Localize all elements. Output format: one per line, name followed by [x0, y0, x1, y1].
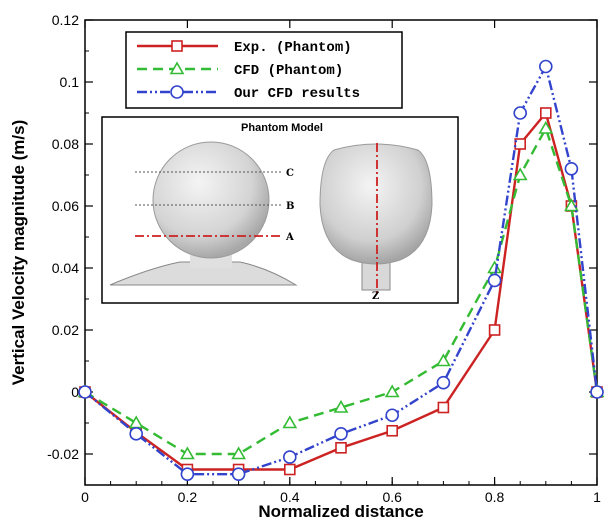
y-tick-label: -0.02: [47, 446, 79, 462]
legend-marker-cfd-phantom: [169, 61, 185, 75]
x-tick-label: 0.8: [485, 489, 505, 505]
point-our-cfd: [590, 385, 604, 399]
point-exp-phantom: [437, 401, 450, 414]
y-tick-label: 0.1: [60, 74, 80, 90]
point-our-cfd: [538, 59, 553, 74]
legend-marker-exp-phantom: [171, 40, 183, 52]
y-tick-label: 0.04: [52, 260, 79, 276]
y-tick-label: 0.02: [52, 322, 79, 338]
point-our-cfd: [231, 467, 246, 481]
point-cfd-phantom: [231, 446, 246, 460]
point-our-cfd: [436, 375, 451, 390]
point-our-cfd: [129, 427, 143, 441]
point-our-cfd: [564, 162, 579, 176]
point-our-cfd: [513, 106, 528, 120]
x-axis-title: Normalized distance: [258, 502, 423, 521]
point-cfd-phantom: [538, 120, 554, 134]
legend-label-our-cfd: Our CFD results: [234, 86, 360, 102]
point-our-cfd: [78, 385, 92, 399]
legend-label-exp-phantom: Exp. (Phantom): [234, 40, 352, 56]
inset-label-b: B: [286, 201, 294, 212]
point-cfd-phantom: [384, 384, 400, 398]
inset-label-z: Z: [372, 291, 379, 302]
point-cfd-phantom: [333, 399, 349, 413]
x-tick-label: 0.2: [178, 489, 198, 505]
point-exp-phantom: [539, 107, 552, 119]
x-tick-label: 0.6: [382, 489, 402, 505]
x-tick-label: 1: [593, 489, 601, 505]
legend-label-cfd-phantom: CFD (Phantom): [234, 63, 343, 79]
x-tick-label: 0: [81, 489, 89, 505]
point-exp-phantom: [386, 424, 399, 437]
phantom-model-inset: Phantom Model C B A Z: [101, 116, 459, 304]
y-tick-label: 0.12: [52, 12, 79, 28]
inset-label-a: A: [285, 232, 294, 243]
point-exp-phantom: [514, 138, 527, 150]
y-tick-label: 0: [71, 384, 79, 400]
point-cfd-phantom: [487, 260, 502, 274]
legend: Exp. (Phantom) CFD (Phantom) Our CFD resul…: [125, 31, 403, 109]
series-layer: [77, 59, 605, 481]
point-exp-phantom: [283, 463, 296, 476]
y-tick-label: 0.06: [52, 198, 79, 214]
inset-title: Phantom Model: [241, 122, 323, 134]
point-cfd-phantom: [512, 167, 528, 181]
point-cfd-phantom: [564, 198, 579, 212]
point-our-cfd: [180, 467, 195, 481]
point-our-cfd: [334, 427, 348, 441]
x-tick-label: 0.4: [280, 489, 300, 505]
point-cfd-phantom: [128, 415, 144, 429]
point-cfd-phantom: [282, 415, 298, 429]
point-exp-phantom: [335, 441, 347, 454]
point-cfd-phantom: [436, 353, 451, 367]
point-our-cfd: [487, 273, 502, 288]
point-our-cfd: [385, 408, 400, 423]
y-tick-label: 0.08: [52, 136, 79, 152]
point-exp-phantom: [488, 324, 501, 336]
axes-layer: 0 0.2 0.4 0.6 0.8 1 -0.02 0 0.02 0.04 0.06 0.08 0.1 0…: [9, 12, 601, 521]
point-our-cfd: [282, 450, 297, 464]
y-axis-title: Vertical Velocity magnitude (m/s): [9, 120, 28, 385]
inset-label-c: C: [286, 168, 294, 179]
legend-marker-our-cfd: [170, 85, 184, 99]
point-cfd-phantom: [180, 446, 195, 460]
